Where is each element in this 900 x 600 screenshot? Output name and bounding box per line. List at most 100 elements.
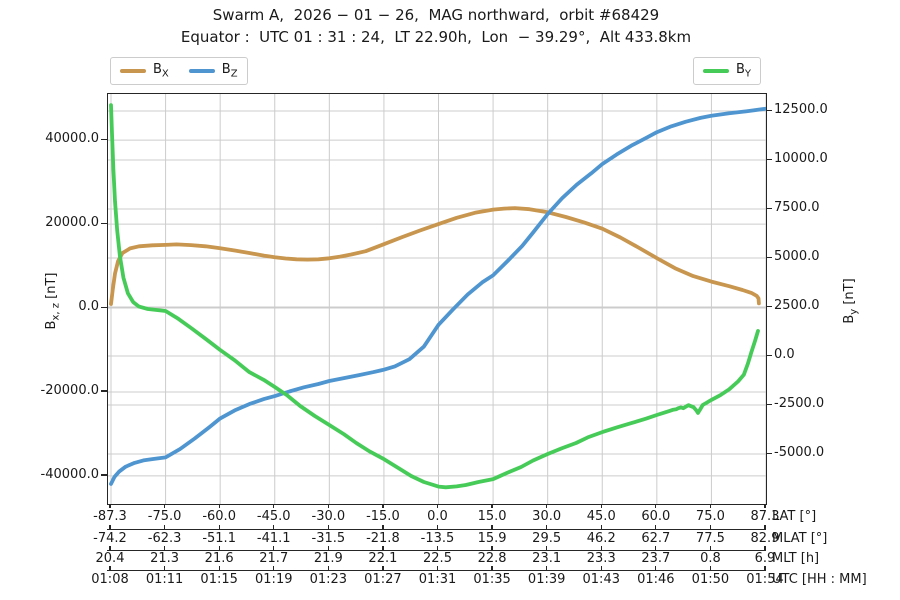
- y-right-tick-label: 5000.0: [774, 249, 820, 265]
- y-right-tick-label: 10000.0: [774, 151, 828, 167]
- x-tick-label-mlat: -31.5: [311, 531, 346, 546]
- x-tick-mlat: [327, 525, 329, 529]
- x-tick-label-lat: 45.0: [586, 509, 616, 524]
- x-tick-utc: [382, 566, 384, 570]
- x-tick-lat: [163, 504, 166, 508]
- x-tick-mlt: [436, 546, 439, 550]
- x-tick-label-lat: -15.0: [366, 509, 400, 524]
- x-tick-label-mlt: 21.3: [150, 551, 180, 566]
- x-tick-label-mlt: 21.7: [259, 551, 289, 566]
- x-tick-mlt: [709, 546, 711, 550]
- y-right-tick-label: 12500.0: [774, 102, 828, 118]
- x-tick-label-mlt: 0.8: [700, 551, 721, 566]
- y-left-tick: [101, 222, 107, 224]
- y-left-tick-label: 0.0: [78, 299, 99, 315]
- x-axis-separator-utc: [107, 570, 766, 571]
- x-tick-label-mlat: 46.2: [586, 531, 616, 546]
- x-tick-lat: [655, 504, 657, 508]
- x-tick-lat: [327, 504, 329, 508]
- x-tick-lat: [273, 504, 275, 508]
- x-tick-label-mlat: 62.7: [641, 531, 671, 546]
- x-tick-mlt: [109, 546, 111, 550]
- legend-item-bx: BX: [120, 63, 169, 80]
- x-tick-label-mlt: 22.8: [477, 551, 507, 566]
- x-tick-label-mlat: 15.9: [477, 531, 507, 546]
- x-tick-mlt: [600, 546, 602, 550]
- x-tick-mlt: [491, 546, 493, 550]
- x-row-name-lat: LAT [°]: [772, 509, 817, 524]
- x-tick-label-utc: 01:15: [200, 572, 238, 587]
- y-right-tick: [766, 158, 772, 160]
- x-tick-label-mlt: 23.3: [586, 551, 616, 566]
- legend-swatch-bz: [188, 69, 215, 73]
- x-tick-label-utc: 01:39: [527, 572, 566, 587]
- x-tick-label-utc: 01:46: [637, 572, 675, 587]
- x-tick-mlt: [546, 546, 548, 550]
- curve-b-x: [109, 206, 761, 306]
- x-tick-label-utc: 01:11: [145, 572, 184, 587]
- x-tick-label-mlt: 23.7: [641, 551, 671, 566]
- x-tick-label-lat: 60.0: [641, 509, 671, 524]
- legend-label-bz: BZ: [221, 61, 238, 80]
- x-tick-lat: [382, 504, 384, 508]
- x-tick-label-mlat: -74.2: [93, 531, 127, 546]
- x-tick-lat: [109, 504, 111, 508]
- x-tick-utc: [436, 566, 439, 570]
- chart-subtitle: Equator : UTC 01 : 31 : 24, LT 22.90h, L…: [180, 28, 692, 46]
- x-tick-lat: [709, 504, 711, 508]
- chart-title: Swarm A, 2026 − 01 − 26, MAG northward, …: [212, 6, 660, 24]
- x-tick-label-utc: 01:50: [691, 572, 730, 587]
- x-tick-label-mlat: -13.5: [420, 531, 455, 546]
- x-tick-utc: [327, 566, 329, 570]
- x-axis-separator-mlt: [107, 550, 766, 551]
- x-tick-label-lat: -45.0: [256, 509, 291, 524]
- x-tick-label-utc: 01:08: [91, 572, 129, 587]
- x-tick-label-lat: 0.0: [427, 509, 448, 524]
- legend-item-by: BY: [703, 63, 751, 80]
- x-tick-label-utc: 01:43: [582, 572, 620, 587]
- x-tick-label-lat: -75.0: [147, 509, 182, 524]
- legend-box-y: BY: [693, 57, 762, 85]
- x-tick-utc: [709, 566, 711, 570]
- y-right-tick: [766, 109, 772, 111]
- x-tick-lat: [218, 504, 220, 508]
- x-tick-mlat: [546, 525, 548, 529]
- x-tick-lat: [491, 504, 493, 508]
- x-row-name-mlt: MLT [h]: [772, 551, 820, 566]
- y-right-tick-label: -5000.0: [774, 445, 825, 461]
- legend-swatch-bx: [120, 69, 146, 73]
- y-right-tick-label: -2500.0: [774, 396, 825, 412]
- x-tick-utc: [163, 566, 166, 570]
- x-tick-mlat: [163, 525, 166, 529]
- legend-box-xz: BX BZ: [110, 57, 248, 85]
- x-tick-label-mlat: -51.1: [202, 531, 236, 546]
- x-tick-mlt: [764, 546, 766, 550]
- x-tick-label-mlat: 29.5: [532, 531, 562, 546]
- x-tick-mlt: [273, 546, 275, 550]
- x-tick-utc: [600, 566, 602, 570]
- plot-area: [107, 93, 767, 505]
- x-tick-label-lat: -60.0: [202, 509, 236, 524]
- x-tick-label-lat: 15.0: [477, 509, 507, 524]
- x-tick-label-utc: 01:54: [746, 572, 784, 587]
- x-tick-utc: [273, 566, 275, 570]
- y-right-tick: [766, 403, 772, 405]
- legend-label-bx: BX: [153, 61, 169, 80]
- y-left-tick: [101, 138, 107, 140]
- x-tick-label-mlt: 23.1: [532, 551, 562, 566]
- x-tick-utc: [764, 566, 766, 570]
- x-tick-label-lat: -30.0: [311, 509, 346, 524]
- x-tick-lat: [600, 504, 602, 508]
- y-left-tick: [101, 306, 107, 308]
- x-tick-label-mlt: 20.4: [95, 551, 125, 566]
- x-tick-mlat: [109, 525, 111, 529]
- y-left-tick-label: 40000.0: [45, 131, 99, 147]
- legend-item-bz: BZ: [188, 61, 238, 80]
- y-right-tick: [766, 354, 772, 356]
- x-tick-lat: [546, 504, 548, 508]
- x-tick-label-lat: 30.0: [532, 509, 562, 524]
- x-tick-label-utc: 01:19: [255, 572, 293, 587]
- y-left-tick-label: 20000.0: [45, 215, 99, 231]
- y-right-tick-label: 7500.0: [774, 200, 820, 216]
